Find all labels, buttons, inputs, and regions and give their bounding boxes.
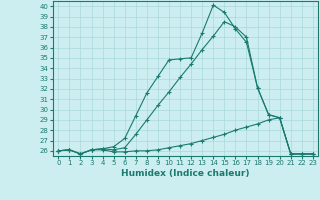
X-axis label: Humidex (Indice chaleur): Humidex (Indice chaleur) — [121, 169, 250, 178]
